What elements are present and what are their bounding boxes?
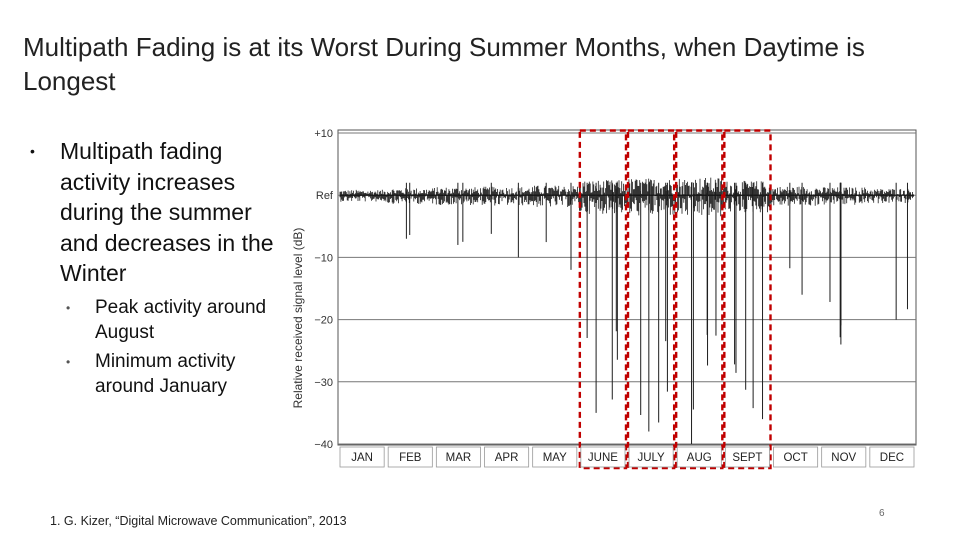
month-label: AUG bbox=[687, 452, 712, 464]
highlight-box bbox=[674, 129, 724, 470]
month-label: OCT bbox=[783, 452, 807, 464]
bullet-main: • Multipath fading activity increases du… bbox=[30, 136, 290, 289]
slide-title: Multipath Fading is at its Worst During … bbox=[23, 32, 865, 96]
highlight-box bbox=[626, 129, 676, 470]
month-label: APR bbox=[495, 452, 519, 464]
sub-bullet: • Peak activity around August bbox=[66, 295, 290, 346]
highlight-box bbox=[578, 129, 628, 470]
month-box bbox=[484, 446, 530, 468]
page-number: 6 bbox=[879, 508, 885, 519]
month-label: JAN bbox=[351, 452, 373, 464]
fading-chart: +10 Ref −10 −20 −30 −40 JAN FEB MAR APR MAY JUNE JU… bbox=[291, 128, 917, 470]
month-label: MAY bbox=[543, 452, 567, 464]
y-tick-label: −20 bbox=[314, 315, 333, 327]
bullet-dot-icon: • bbox=[66, 300, 71, 315]
month-label: JUNE bbox=[588, 452, 618, 464]
month-box bbox=[869, 446, 915, 468]
month-box bbox=[580, 446, 626, 468]
month-box bbox=[773, 446, 819, 468]
month-label: DEC bbox=[880, 452, 904, 464]
month-label: JULY bbox=[637, 452, 665, 464]
highlight-box bbox=[723, 129, 772, 470]
y-tick-label: Ref bbox=[316, 190, 334, 202]
sub-bullet: • Minimum activity around January bbox=[66, 349, 290, 400]
month-box bbox=[339, 446, 385, 468]
sub-bullet-list: • Peak activity around August • Minimum … bbox=[30, 295, 290, 400]
month-box bbox=[628, 446, 674, 468]
sub-bullet-text: Peak activity around August bbox=[95, 296, 267, 344]
month-box bbox=[435, 446, 481, 468]
citation-footer: 1. G. Kizer, “Digital Microwave Communic… bbox=[50, 514, 347, 528]
month-label: SEPT bbox=[732, 452, 762, 464]
y-tick-label: +10 bbox=[314, 128, 333, 140]
month-box bbox=[387, 446, 433, 468]
month-box bbox=[724, 446, 770, 468]
y-axis-label: Relative received signal level (dB) bbox=[291, 228, 305, 409]
month-label: MAR bbox=[446, 452, 472, 464]
month-label: FEB bbox=[399, 452, 422, 464]
bullet-main-text: Multipath fading activity increases duri… bbox=[60, 138, 274, 286]
y-tick-label: −30 bbox=[314, 377, 333, 389]
bullet-dot-icon: • bbox=[66, 354, 71, 369]
bullet-list: • Multipath fading activity increases du… bbox=[30, 136, 290, 400]
y-tick-label: −10 bbox=[314, 252, 333, 264]
bullet-dot-icon: • bbox=[30, 143, 35, 159]
month-label: NOV bbox=[831, 452, 856, 464]
month-box bbox=[532, 446, 578, 468]
month-box bbox=[676, 446, 722, 468]
y-tick-label: −40 bbox=[314, 439, 333, 451]
sub-bullet-text: Minimum activity around January bbox=[95, 350, 236, 398]
month-box bbox=[821, 446, 867, 468]
